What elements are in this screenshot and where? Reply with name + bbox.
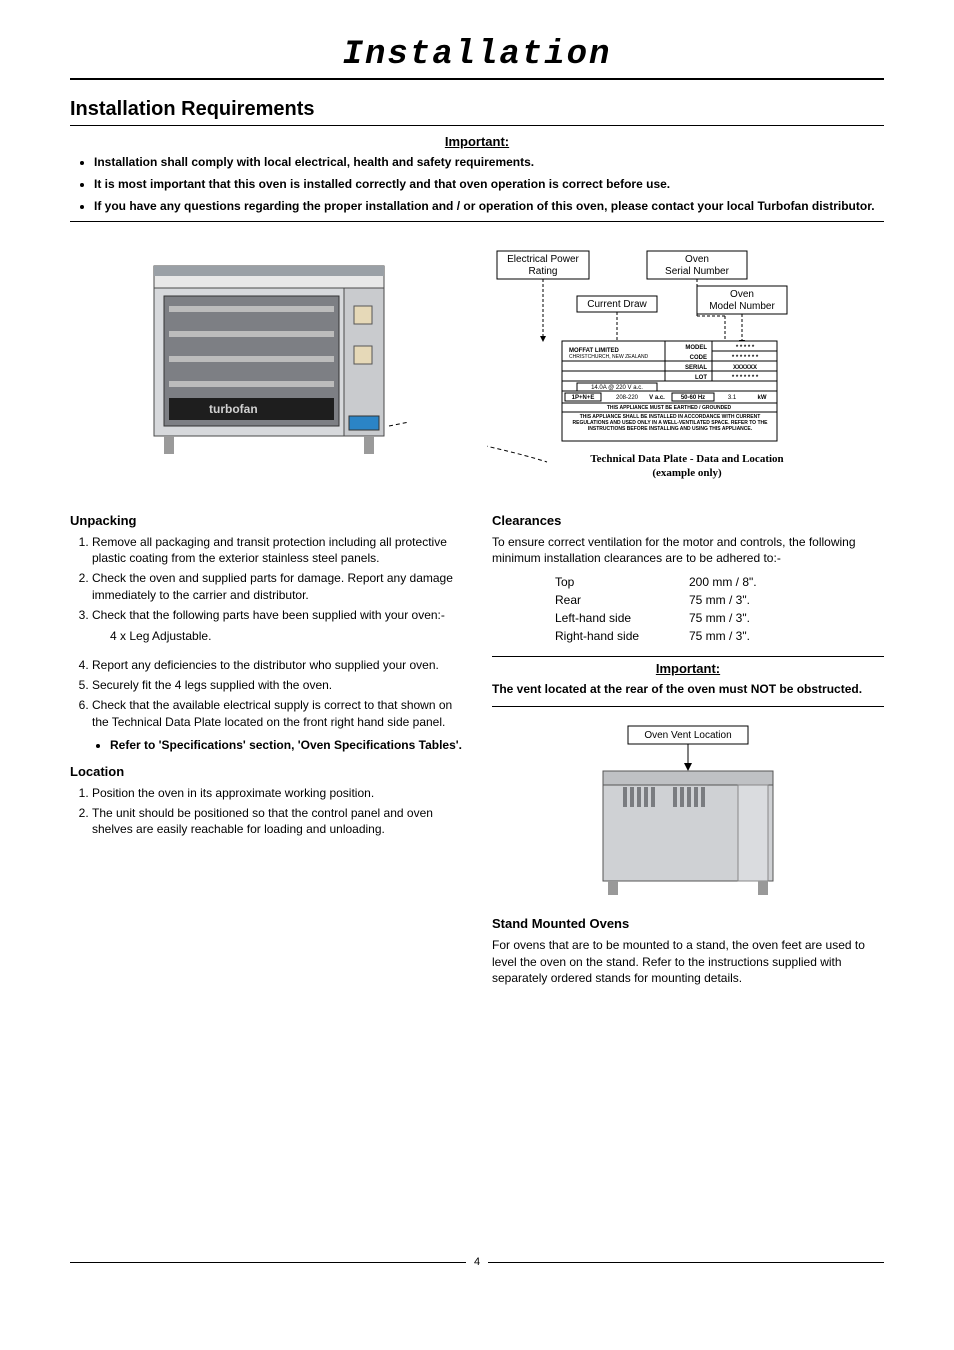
important-heading: Important:	[70, 134, 884, 149]
svg-text:208-220: 208-220	[616, 395, 639, 401]
data-plate-illustration: Electrical Power Rating Oven Serial Numb…	[487, 246, 867, 486]
page-number: 4	[466, 1256, 488, 1268]
location-list: Position the oven in its approximate wor…	[70, 785, 462, 838]
svg-text:kW: kW	[758, 395, 767, 401]
list-item: Position the oven in its approximate wor…	[92, 785, 462, 801]
right-column: Clearances To ensure correct ventilation…	[492, 509, 884, 992]
svg-text:Current Draw: Current Draw	[587, 299, 647, 310]
svg-text:CHRISTCHURCH, NEW ZEALAND: CHRISTCHURCH, NEW ZEALAND	[569, 354, 649, 360]
stand-heading: Stand Mounted Ovens	[492, 916, 884, 931]
svg-text:Rating: Rating	[529, 266, 558, 277]
stand-text: For ovens that are to be mounted to a st…	[492, 937, 884, 986]
unpacking-list: Remove all packaging and transit protect…	[70, 534, 462, 623]
body-columns: Unpacking Remove all packaging and trans…	[70, 509, 884, 992]
important-rule-bottom	[492, 706, 884, 707]
svg-text:Technical Data Plate - Data an: Technical Data Plate - Data and Location	[590, 453, 783, 465]
page-footer: 4	[70, 1256, 884, 1268]
important-heading-2: Important:	[492, 661, 884, 676]
svg-text:(example only): (example only)	[652, 467, 722, 479]
svg-text:50-60 Hz: 50-60 Hz	[681, 395, 705, 401]
important-bottom-rule	[70, 221, 884, 222]
svg-text:Oven: Oven	[730, 289, 754, 300]
svg-text:Model Number: Model Number	[709, 301, 775, 312]
svg-text:Oven Vent Location: Oven Vent Location	[644, 730, 731, 741]
svg-text:XXXXXX: XXXXXX	[733, 365, 757, 371]
clearances-intro: To ensure correct ventilation for the mo…	[492, 534, 884, 566]
svg-text:3.1: 3.1	[728, 395, 737, 401]
svg-text:Electrical Power: Electrical Power	[507, 254, 579, 265]
svg-text:* * * * * * *: * * * * * * *	[732, 375, 759, 381]
oven-rear-illustration: Oven Vent Location	[578, 721, 798, 901]
svg-text:Serial Number: Serial Number	[665, 266, 730, 277]
list-item: The unit should be positioned so that th…	[92, 805, 462, 837]
clearances-heading: Clearances	[492, 513, 884, 528]
svg-text:14.0A @ 220 V a.c.: 14.0A @ 220 V a.c.	[591, 385, 643, 391]
important-bullet: It is most important that this oven is i…	[94, 177, 884, 191]
svg-text:SERIAL: SERIAL	[685, 365, 707, 371]
section-heading-rule	[70, 125, 884, 126]
table-row: Rear75 mm / 3".	[554, 592, 758, 608]
list-item: Check that the available electrical supp…	[92, 697, 462, 729]
clearance-table: Top200 mm / 8". Rear75 mm / 3". Left-han…	[552, 572, 760, 646]
important-rule-top	[492, 656, 884, 657]
svg-text:Oven: Oven	[685, 254, 709, 265]
important-vent-note: The vent located at the rear of the oven…	[492, 682, 884, 696]
list-item: Report any deficiencies to the distribut…	[92, 657, 462, 673]
list-item: Check that the following parts have been…	[92, 607, 462, 623]
oven-front-illustration: turbofan	[129, 246, 409, 466]
svg-text:* * * * *: * * * * *	[736, 345, 755, 351]
svg-text:* * * * * * *: * * * * * * *	[732, 355, 759, 361]
table-row: Left-hand side75 mm / 3".	[554, 610, 758, 626]
svg-text:V a.c.: V a.c.	[649, 395, 665, 401]
svg-text:LOT: LOT	[695, 375, 707, 381]
svg-text:THIS APPLIANCE MUST BE EARTHED: THIS APPLIANCE MUST BE EARTHED / GROUNDE…	[607, 405, 732, 411]
list-item: Remove all packaging and transit protect…	[92, 534, 462, 566]
unpacking-heading: Unpacking	[70, 513, 462, 528]
important-bullet-list: Installation shall comply with local ele…	[70, 155, 884, 213]
location-heading: Location	[70, 764, 462, 779]
table-row: Top200 mm / 8".	[554, 574, 758, 590]
refer-note-list: Refer to 'Specifications' section, 'Oven…	[70, 738, 462, 752]
title-underline	[70, 78, 884, 80]
technical-data-plate-figure: turbofan Electrical Power Rating Oven	[70, 246, 884, 489]
svg-text:turbofan: turbofan	[209, 402, 258, 416]
svg-text:1P+N+E: 1P+N+E	[572, 395, 595, 401]
supplied-part: 4 x Leg Adjustable.	[110, 629, 462, 643]
left-column: Unpacking Remove all packaging and trans…	[70, 509, 462, 992]
important-bullet: Installation shall comply with local ele…	[94, 155, 884, 169]
section-heading: Installation Requirements	[70, 98, 884, 121]
page-title: Installation	[70, 36, 884, 74]
list-item: Securely fit the 4 legs supplied with th…	[92, 677, 462, 693]
list-item: Check the oven and supplied parts for da…	[92, 570, 462, 602]
refer-note: Refer to 'Specifications' section, 'Oven…	[110, 738, 462, 752]
table-row: Right-hand side75 mm / 3".	[554, 628, 758, 644]
important-bullet: If you have any questions regarding the …	[94, 199, 884, 213]
svg-text:CODE: CODE	[690, 355, 707, 361]
svg-text:MODEL: MODEL	[685, 345, 707, 351]
unpacking-list-cont: Report any deficiencies to the distribut…	[70, 657, 462, 730]
oven-rear-figure: Oven Vent Location	[492, 721, 884, 904]
